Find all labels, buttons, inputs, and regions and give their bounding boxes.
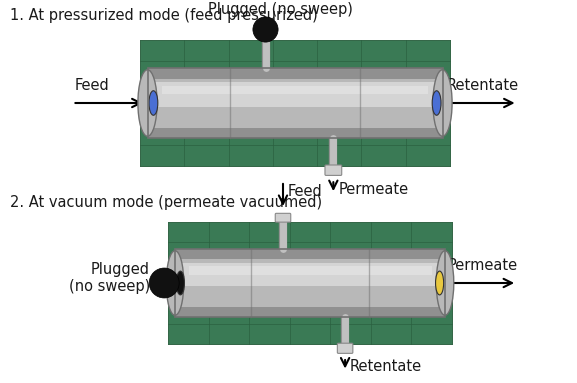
Text: Plugged
(no sweep): Plugged (no sweep) [69,262,150,294]
Ellipse shape [138,70,157,136]
Text: Permeate: Permeate [338,182,409,196]
Bar [148,79,443,128]
Ellipse shape [433,70,452,136]
Text: Retentate: Retentate [447,78,519,93]
Bar [168,222,452,344]
FancyBboxPatch shape [275,213,291,222]
Circle shape [149,268,179,298]
Text: Feed: Feed [75,78,110,93]
Text: 1. At pressurized mode (feed pressurized): 1. At pressurized mode (feed pressurized… [10,8,318,23]
Bar [175,249,445,317]
Bar [148,82,443,106]
FancyBboxPatch shape [338,343,353,354]
Ellipse shape [436,271,444,295]
Bar [148,68,443,138]
Bar [189,266,432,275]
Text: Feed: Feed [288,184,323,199]
Bar [162,85,428,94]
Bar [140,40,450,166]
Ellipse shape [149,91,158,115]
Text: Permeate: Permeate [448,258,518,273]
Text: Plugged (no sweep): Plugged (no sweep) [208,2,353,17]
Ellipse shape [432,91,441,115]
Bar [175,249,445,317]
FancyBboxPatch shape [325,165,342,175]
Bar [175,259,445,307]
Ellipse shape [177,271,185,295]
Ellipse shape [436,251,454,315]
Text: 2. At vacuum mode (permeate vacuumed): 2. At vacuum mode (permeate vacuumed) [10,195,322,210]
Bar [148,68,443,138]
Bar [175,263,445,286]
Text: Retentate: Retentate [350,359,422,374]
Circle shape [253,17,278,42]
Ellipse shape [166,251,184,315]
